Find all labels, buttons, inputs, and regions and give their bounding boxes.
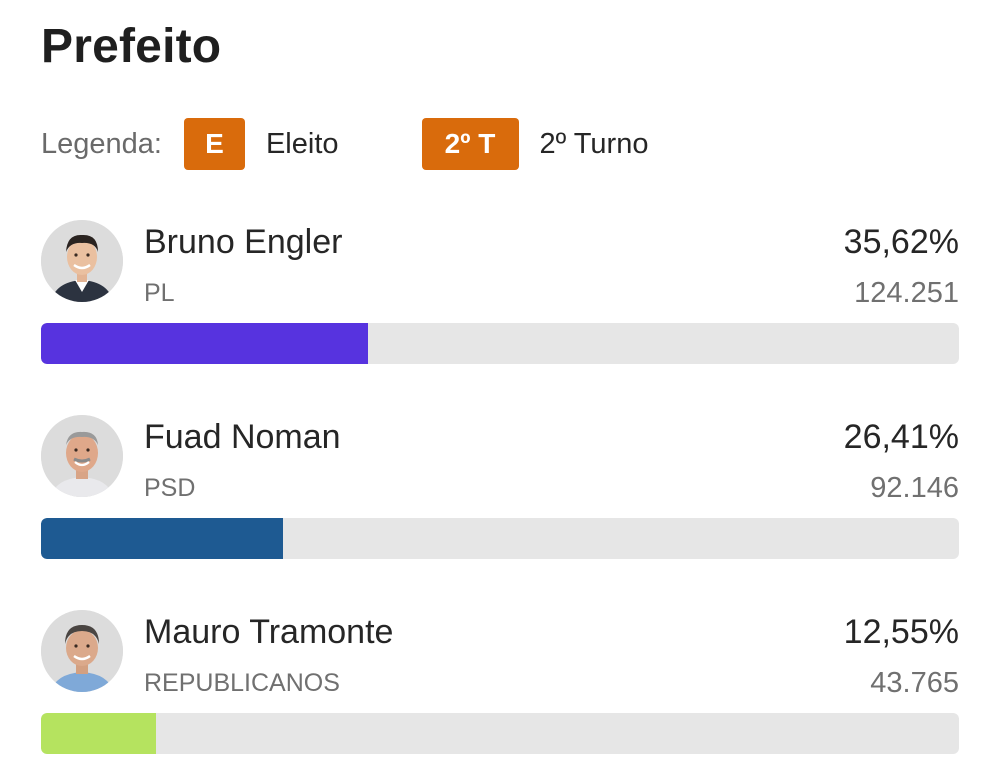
vote-bar-fill	[41, 518, 284, 559]
candidate-percent: 26,41%	[843, 418, 959, 456]
candidate-votes: 124.251	[854, 277, 959, 309]
candidate-name: Fuad Noman	[144, 418, 341, 456]
elected-badge: E	[183, 118, 245, 170]
candidate-votes: 92.146	[870, 472, 959, 504]
candidate-row[interactable]: Mauro Tramonte REPUBLICANOS 12,55% 43.76…	[41, 610, 959, 755]
candidate-name: Mauro Tramonte	[144, 613, 394, 651]
candidate-avatar	[41, 220, 123, 302]
candidate-votes: 43.765	[870, 667, 959, 699]
person-photo-icon	[41, 610, 123, 692]
candidate-avatar	[41, 415, 123, 497]
person-photo-icon	[41, 220, 123, 302]
second-round-badge: 2º T	[421, 118, 519, 170]
page-title: Prefeito	[41, 20, 222, 73]
legend: Legenda: E Eleito 2º T 2º Turno	[41, 118, 648, 170]
vote-bar-track	[41, 518, 959, 559]
candidate-party: PL	[144, 279, 175, 307]
candidate-party: REPUBLICANOS	[144, 669, 340, 697]
candidate-percent: 12,55%	[843, 613, 959, 651]
vote-bar-track	[41, 323, 959, 364]
results-panel: Prefeito Legenda: E Eleito 2º T 2º Turno…	[41, 0, 959, 778]
candidate-row[interactable]: Fuad Noman PSD 26,41% 92.146	[41, 415, 959, 560]
candidate-avatar	[41, 610, 123, 692]
vote-bar-track	[41, 713, 959, 754]
candidate-percent: 35,62%	[843, 223, 959, 261]
second-round-legend-text: 2º Turno	[539, 127, 649, 160]
candidate-party: PSD	[144, 474, 196, 502]
elected-legend-text: Eleito	[265, 127, 339, 160]
legend-label: Legenda:	[41, 127, 162, 160]
person-photo-icon	[41, 415, 123, 497]
candidate-row[interactable]: Bruno Engler PL 35,62% 124.251	[41, 220, 959, 365]
vote-bar-fill	[41, 323, 368, 364]
candidate-name: Bruno Engler	[144, 223, 343, 261]
vote-bar-fill	[41, 713, 157, 754]
